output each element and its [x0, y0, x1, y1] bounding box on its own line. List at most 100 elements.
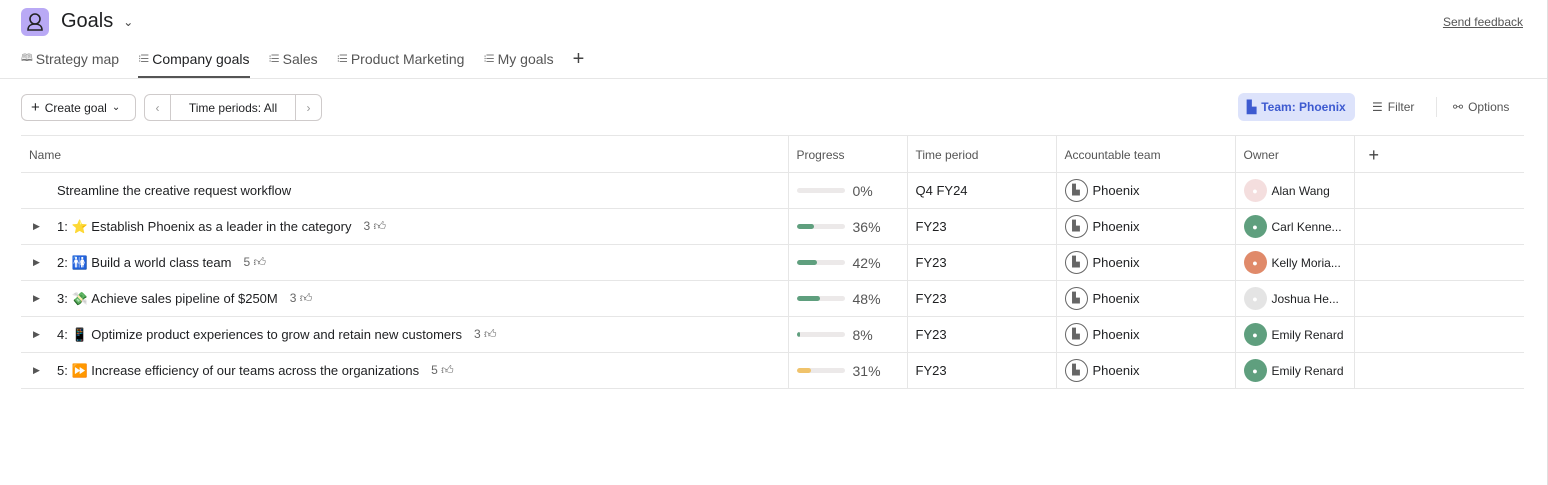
table-row[interactable]: ▶ 2: 🚻 Build a world class team 5 👍︎ 42%… — [21, 244, 1524, 281]
team-name[interactable]: Phoenix — [1092, 291, 1140, 306]
owner-name[interactable]: Emily Renard — [1271, 363, 1344, 378]
progress-fill — [796, 224, 814, 229]
time-periods-button[interactable]: Time periods: All — [170, 95, 296, 120]
add-column-button[interactable]: + — [1353, 135, 1524, 173]
time-period: FY23 — [906, 280, 1056, 317]
tab-product-marketing[interactable]: ⁝☰ Product Marketing — [337, 48, 465, 78]
building-icon: ▙ — [1064, 287, 1088, 310]
time-period: FY23 — [906, 316, 1056, 353]
filter-button[interactable]: ☰ Filter — [1372, 93, 1414, 121]
empty-cell — [1353, 316, 1524, 353]
progress-cell: 31% — [796, 363, 899, 379]
avatar: ● — [1243, 179, 1267, 202]
avatar: ● — [1243, 323, 1267, 346]
tab-company-goals[interactable]: ⁝☰ Company goals — [138, 48, 250, 78]
tab-my-goals[interactable]: ⁝☰ My goals — [483, 48, 553, 78]
goal-emoji: ⏩ — [71, 362, 88, 378]
progress-percent: 36% — [852, 218, 881, 235]
likes-count[interactable]: 3 👍︎ — [290, 291, 313, 306]
table-row[interactable]: ▶ 4: 📱 Optimize product experiences to g… — [21, 316, 1524, 353]
goal-name[interactable]: Build a world class team — [91, 255, 232, 270]
tab-sales[interactable]: ⁝☰ Sales — [269, 48, 318, 78]
column-header-accountable-team[interactable]: Accountable team — [1055, 135, 1235, 173]
tab-label: My goals — [497, 51, 554, 67]
tab-strategy-map[interactable]: 🕮 Strategy map — [21, 48, 119, 78]
goal-name[interactable]: Streamline the creative request workflow — [57, 183, 292, 198]
chevron-right-icon[interactable]: › — [306, 100, 311, 115]
team-filter-button[interactable]: ▙ Team: Phoenix — [1238, 93, 1355, 121]
goals-table: Name Progress Time period Accountable te… — [21, 135, 1524, 389]
thumbs-up-icon: 👍︎ — [484, 327, 497, 341]
goal-name[interactable]: Establish Phoenix as a leader in the cat… — [91, 219, 352, 234]
time-period: FY23 — [906, 208, 1056, 245]
column-header-owner[interactable]: Owner — [1234, 135, 1354, 173]
goal-prefix: 4: — [57, 327, 68, 342]
owner-name[interactable]: Joshua He... — [1271, 291, 1339, 306]
owner-name[interactable]: Alan Wang — [1271, 183, 1330, 198]
time-period: FY23 — [906, 244, 1056, 281]
avatar: ● — [1243, 251, 1267, 274]
expand-caret-icon[interactable]: ▶ — [33, 329, 40, 339]
likes-number: 5 — [243, 255, 251, 269]
progress-fill — [796, 296, 820, 301]
send-feedback-link[interactable]: Send feedback — [1442, 15, 1523, 29]
owner-name[interactable]: Kelly Moria... — [1271, 255, 1341, 270]
progress-bar — [796, 188, 845, 193]
table-row[interactable]: Streamline the creative request workflow… — [21, 172, 1524, 209]
thumbs-up-icon: 👍︎ — [373, 219, 387, 233]
building-icon: ▙ — [1064, 359, 1088, 382]
table-row[interactable]: ▶ 3: 💸 Achieve sales pipeline of $250M 3… — [21, 280, 1524, 317]
likes-count[interactable]: 5 👍︎ — [243, 255, 266, 270]
team-name[interactable]: Phoenix — [1092, 327, 1140, 342]
team-name[interactable]: Phoenix — [1092, 363, 1140, 378]
avatar: ● — [1243, 287, 1267, 310]
progress-bar — [796, 296, 845, 301]
progress-percent: 48% — [852, 290, 881, 307]
team-name[interactable]: Phoenix — [1092, 219, 1140, 234]
map-icon: 🕮 — [21, 52, 33, 64]
page-title-dropdown[interactable]: Goals ⌄ — [61, 10, 133, 33]
tab-label: Sales — [282, 51, 318, 67]
expand-caret-icon[interactable]: ▶ — [33, 257, 40, 267]
goal-prefix: 2: — [57, 255, 68, 270]
thumbs-up-icon: 👍︎ — [253, 255, 267, 269]
likes-count[interactable]: 3 👍︎ — [474, 327, 497, 342]
owner-name[interactable]: Emily Renard — [1271, 327, 1344, 342]
goal-name[interactable]: Achieve sales pipeline of $250M — [91, 291, 278, 306]
time-period: FY23 — [906, 352, 1056, 389]
column-header-progress[interactable]: Progress — [787, 135, 907, 173]
goal-name[interactable]: Increase efficiency of our teams across … — [91, 363, 420, 378]
team-name[interactable]: Phoenix — [1092, 183, 1140, 198]
table-row[interactable]: ▶ 1: ⭐ Establish Phoenix as a leader in … — [21, 208, 1524, 245]
expand-caret-icon[interactable]: ▶ — [33, 221, 40, 231]
column-header-time-period[interactable]: Time period — [906, 135, 1056, 173]
options-icon: ⚯ — [1453, 100, 1464, 114]
building-icon: ▙ — [1064, 179, 1088, 202]
table-row[interactable]: ▶ 5: ⏩ Increase efficiency of our teams … — [21, 352, 1524, 389]
column-header-name[interactable]: Name — [21, 135, 788, 173]
building-icon: ▙ — [1064, 215, 1088, 238]
building-icon: ▙ — [1064, 323, 1088, 346]
progress-bar — [796, 224, 845, 229]
page-title: Goals — [61, 10, 114, 32]
likes-count[interactable]: 3 👍︎ — [363, 219, 386, 234]
progress-cell: 42% — [796, 254, 899, 271]
progress-percent: 42% — [852, 254, 881, 271]
goal-name[interactable]: Optimize product experiences to grow and… — [91, 327, 462, 342]
expand-caret-icon[interactable]: ▶ — [33, 365, 40, 375]
team-name[interactable]: Phoenix — [1092, 255, 1140, 270]
options-button[interactable]: ⚯ Options — [1453, 93, 1509, 121]
add-tab-button[interactable]: + — [573, 48, 585, 78]
create-goal-label: Create goal — [44, 100, 107, 115]
progress-fill — [796, 260, 817, 265]
progress-cell: 48% — [796, 290, 899, 307]
expand-caret-icon[interactable]: ▶ — [33, 293, 40, 303]
likes-count[interactable]: 5 👍︎ — [431, 363, 454, 378]
create-goal-button[interactable]: + Create goal ⌄ — [21, 94, 136, 121]
chevron-left-icon[interactable]: ‹ — [155, 100, 160, 115]
avatar: ● — [1243, 359, 1267, 382]
empty-cell — [1353, 244, 1524, 281]
divider — [1436, 97, 1437, 117]
plus-icon: + — [572, 47, 585, 70]
owner-name[interactable]: Carl Kenne... — [1271, 219, 1342, 234]
